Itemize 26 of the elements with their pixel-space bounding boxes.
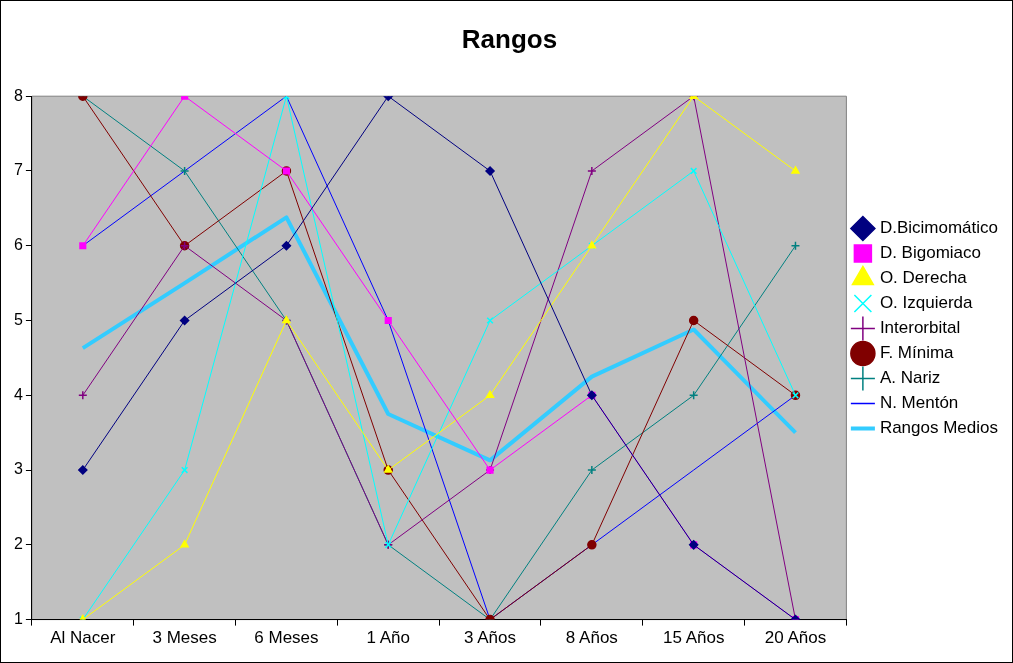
y-tick-label: 6	[13, 236, 23, 254]
y-tick-label: 8	[13, 86, 23, 104]
legend-label: A. Nariz	[879, 368, 941, 388]
y-tick-label: 3	[13, 460, 23, 478]
legend-label: Rangos Medios	[879, 418, 998, 438]
legend-label: Interorbital	[879, 318, 961, 338]
x-tick-label: 8 Años	[565, 628, 618, 648]
x-tick-label: Al Nacer	[50, 628, 116, 648]
x-tick-label: 20 Años	[764, 628, 827, 648]
chart-title: Rangos	[461, 23, 558, 54]
legend-label: D.Bicimomático	[879, 218, 998, 238]
legend-label: O. Izquierda	[879, 293, 974, 313]
legend-label: O. Derecha	[879, 268, 968, 288]
x-tick-label: 3 Años	[464, 628, 517, 648]
legend-label: F. Mínima	[879, 343, 955, 363]
legend-label: N. Mentón	[879, 393, 959, 413]
y-tick-label: 2	[13, 535, 23, 553]
x-tick-label: 1 Año	[366, 628, 410, 648]
x-tick-label: 6 Meses	[254, 628, 319, 648]
legend-label: D. Bigomiaco	[879, 243, 981, 263]
y-tick-label: 7	[13, 161, 23, 179]
x-tick-label: 3 Meses	[152, 628, 217, 648]
y-tick-label: 4	[13, 385, 23, 403]
y-tick-label: 5	[13, 310, 23, 328]
y-tick-label: 1	[13, 610, 23, 628]
x-tick-label: 15 Años	[662, 628, 725, 648]
